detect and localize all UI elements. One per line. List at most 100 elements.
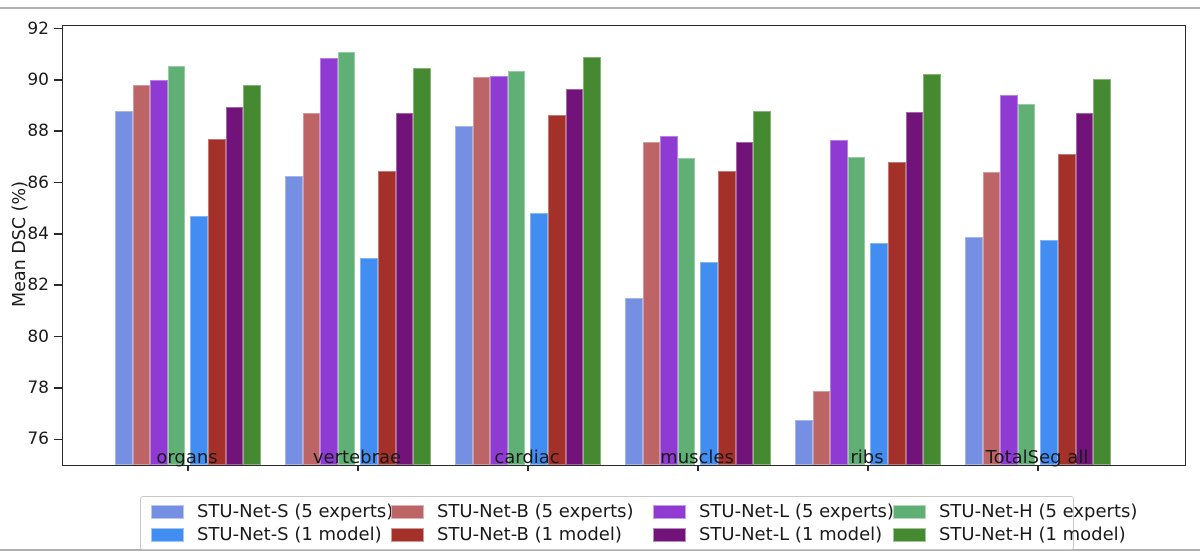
y-tick-mark	[54, 233, 62, 235]
legend-swatch	[391, 527, 424, 542]
bar	[1000, 95, 1018, 465]
legend-label: STU-Net-H (5 experts)	[939, 500, 1138, 522]
bar	[190, 216, 208, 465]
figure-top-rule	[0, 7, 1200, 9]
y-tick-label: 84	[27, 223, 49, 244]
bar	[923, 73, 941, 465]
bar	[965, 236, 983, 465]
legend-swatch	[151, 527, 184, 542]
bar	[700, 262, 718, 465]
bar	[167, 65, 186, 465]
y-tick-label: 82	[27, 275, 49, 296]
legend-label: STU-Net-S (1 model)	[197, 523, 382, 545]
bar	[677, 158, 696, 465]
x-tick-label: vertebrae	[312, 447, 402, 468]
bar	[115, 110, 133, 465]
bar	[812, 390, 831, 465]
legend-item: STU-Net-L (1 model)	[653, 523, 894, 546]
y-tick-label: 88	[27, 121, 49, 142]
legend: STU-Net-S (5 experts) STU-Net-S (1 model)…	[140, 496, 1137, 550]
x-tick-label: ribs	[850, 447, 884, 468]
y-tick-label: 80	[27, 326, 49, 347]
legend-item: STU-Net-H (1 model)	[893, 523, 1137, 546]
figure-bottom-rule	[0, 549, 1200, 551]
bar	[378, 171, 396, 465]
y-tick-mark	[54, 130, 62, 133]
bar	[1075, 113, 1094, 465]
bar	[208, 139, 226, 465]
y-tick-label: 92	[27, 18, 49, 39]
bar	[565, 88, 584, 465]
bar	[1058, 154, 1076, 465]
bar	[583, 56, 601, 465]
y-tick-mark	[54, 387, 62, 389]
legend-swatch	[893, 504, 926, 519]
bar	[847, 156, 866, 465]
x-tick-mark	[187, 465, 189, 471]
y-tick-mark	[54, 27, 62, 30]
plot-area: 76 78 80 82 84 86 88 90 92	[27, 19, 1186, 471]
bar	[1093, 78, 1111, 465]
x-tick-mark	[1037, 465, 1039, 471]
y-tick-label: 86	[27, 172, 49, 193]
x-tick-mark	[357, 465, 359, 471]
legend-item: STU-Net-S (1 model)	[151, 523, 393, 546]
legend-item: STU-Net-S (5 experts)	[151, 500, 393, 523]
bar	[285, 176, 303, 465]
y-tick-mark	[54, 335, 62, 338]
legend-column: STU-Net-S (5 experts) STU-Net-S (1 model)	[151, 500, 393, 546]
x-tick-mark	[867, 465, 869, 471]
bar	[320, 58, 338, 465]
legend-item: STU-Net-H (5 experts)	[893, 500, 1137, 523]
y-tick-mark	[54, 284, 62, 287]
bar	[395, 113, 414, 465]
y-tick-mark	[54, 79, 62, 81]
bar	[735, 141, 754, 465]
x-tick-mark	[697, 465, 699, 471]
legend-label: STU-Net-L (5 experts)	[699, 500, 894, 522]
y-tick-label: 78	[27, 377, 49, 398]
legend-swatch	[151, 504, 184, 519]
bar	[830, 140, 848, 465]
legend-label: STU-Net-S (5 experts)	[197, 500, 394, 522]
bar	[360, 258, 378, 465]
bar	[243, 85, 261, 465]
bar	[870, 242, 888, 465]
legend-label: STU-Net-B (1 model)	[437, 523, 622, 545]
legend-item: STU-Net-B (5 experts)	[391, 500, 634, 523]
legend-label: STU-Net-L (1 model)	[699, 523, 883, 545]
bar	[905, 112, 924, 465]
bar	[795, 420, 813, 465]
x-tick-label: cardiac	[494, 447, 560, 468]
y-tick-label: 90	[27, 69, 49, 90]
legend-swatch	[653, 527, 686, 542]
legend-column: STU-Net-H (5 experts) STU-Net-H (1 model)	[893, 500, 1137, 546]
bar	[642, 141, 661, 465]
bar	[150, 79, 168, 465]
bar	[982, 172, 1001, 465]
x-tick-label: TotalSeg all	[985, 447, 1089, 468]
x-tick-label: organs	[156, 447, 218, 468]
bar	[413, 68, 431, 465]
bar	[1017, 104, 1036, 465]
bar	[1040, 240, 1058, 465]
legend-label: STU-Net-B (5 experts)	[437, 500, 634, 522]
bar	[302, 113, 321, 465]
y-tick-mark	[54, 438, 62, 441]
bar	[548, 114, 566, 465]
bar	[753, 110, 771, 465]
bar	[472, 77, 491, 465]
bar	[530, 213, 548, 465]
legend-swatch	[391, 504, 424, 519]
x-tick-mark	[527, 465, 529, 471]
y-tick-mark	[54, 181, 62, 184]
bar	[507, 70, 526, 465]
bar	[660, 136, 678, 465]
bar	[888, 162, 906, 465]
bar	[718, 171, 736, 465]
bar	[225, 106, 244, 465]
legend-item: STU-Net-L (5 experts)	[653, 500, 894, 523]
bar	[455, 126, 473, 465]
bar	[132, 85, 151, 465]
